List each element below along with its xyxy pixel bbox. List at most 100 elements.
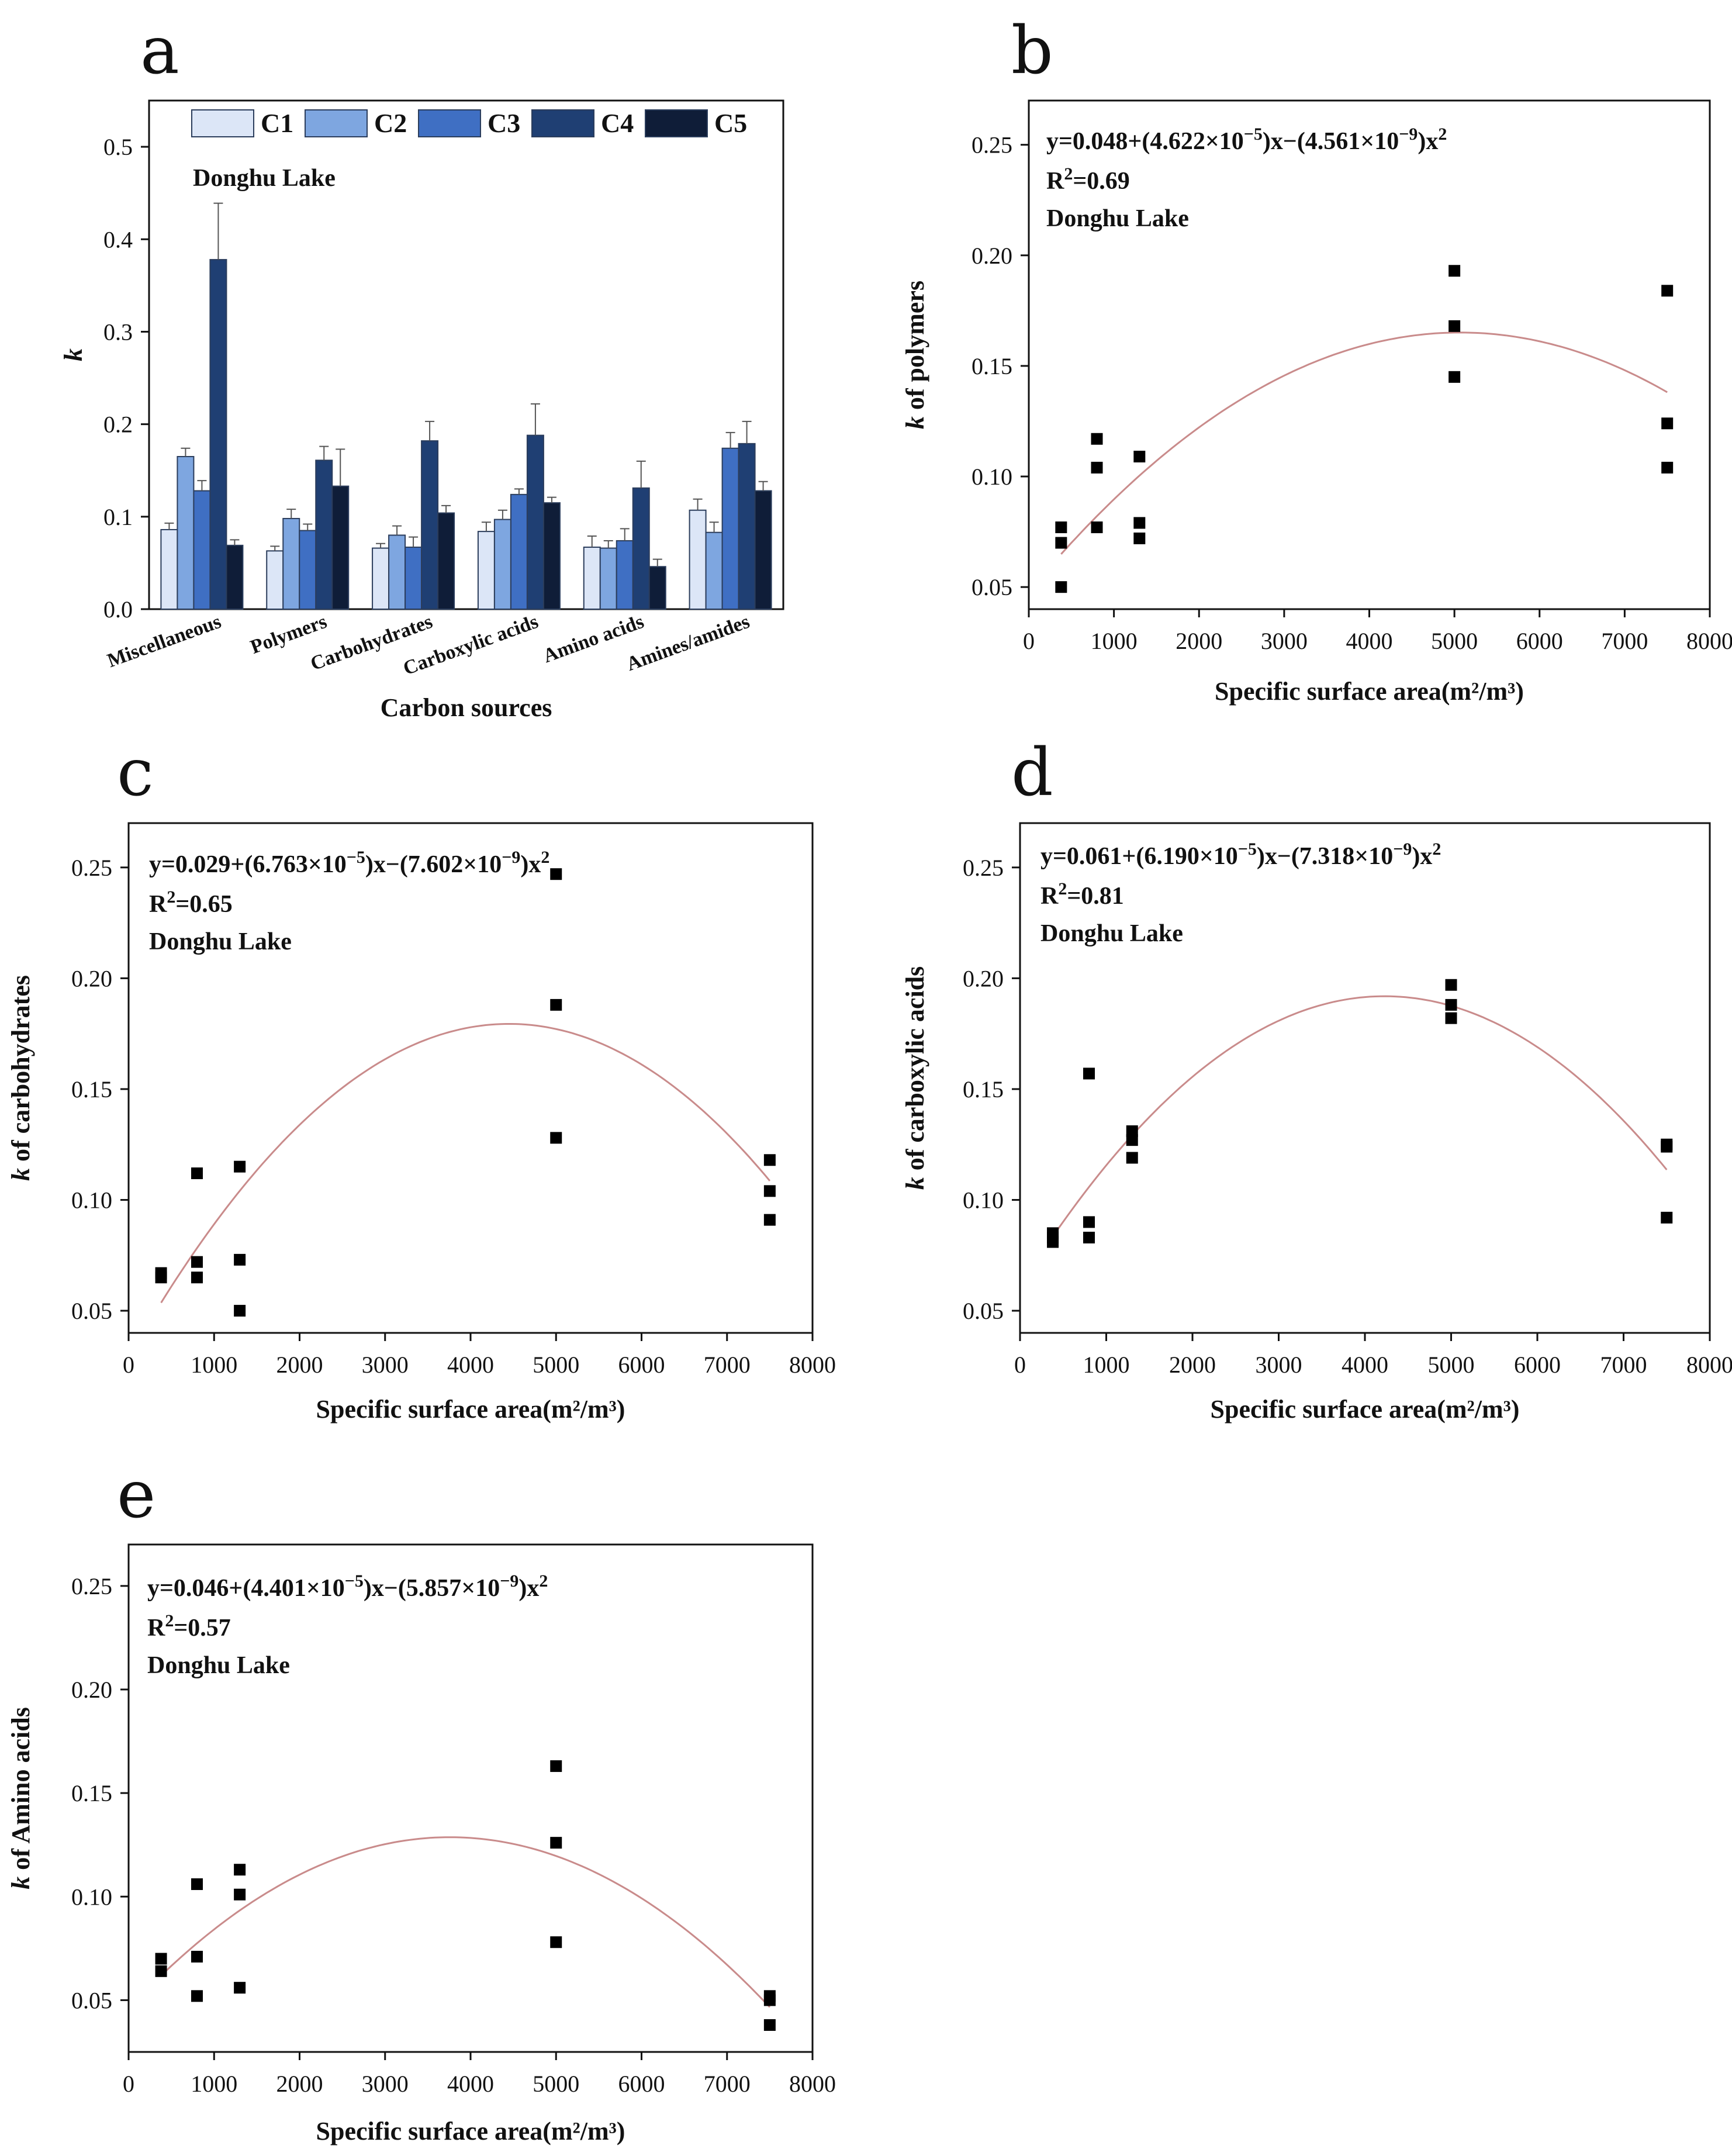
bar-c1	[477, 531, 495, 610]
r2-base: R	[147, 1615, 165, 1642]
data-point	[1126, 1134, 1138, 1146]
data-point	[1133, 532, 1146, 544]
data-point	[234, 1160, 246, 1173]
y-axis-title-k: k	[901, 416, 929, 429]
data-point	[1055, 537, 1067, 549]
bar-c5	[754, 490, 772, 610]
bar-c2	[388, 534, 406, 610]
eq-part: y=0.046+(4.401×10	[147, 1575, 345, 1602]
bar-c3	[510, 493, 528, 610]
r2-rest: =0.57	[174, 1615, 230, 1642]
r2-rest: =0.65	[175, 891, 232, 918]
x-tick-label: 4000	[1346, 628, 1393, 654]
x-tick-label: 6000	[1514, 1352, 1561, 1378]
y-tick-label: 0.05	[972, 574, 1012, 600]
x-tick-label: 6000	[618, 2071, 665, 2097]
bar-c2	[177, 456, 195, 610]
panel-b: b 0 1000 2000 3000 4000 5000 6000 7000 8000 0.05 0.…	[901, 13, 1732, 706]
bar-c2	[282, 517, 300, 610]
x-tick-label: 2000	[276, 2071, 323, 2097]
r2-base: R	[1040, 883, 1059, 910]
eq-part: )x−(7.318×10	[1257, 843, 1393, 870]
data-point	[1126, 1125, 1138, 1137]
x-tick-label: 0	[123, 1352, 134, 1378]
data-point	[1448, 371, 1461, 383]
y-axis-title: k of polymers	[901, 281, 929, 429]
y-tick-label: 0.05	[963, 1298, 1004, 1324]
y-axis-title: k of Amino acids	[6, 1707, 35, 1889]
data-point	[1055, 521, 1067, 534]
x-tick-label: 1000	[1091, 628, 1138, 654]
data-point	[763, 1990, 776, 2002]
y-tick-label: 0.4	[103, 226, 133, 253]
data-point	[1448, 320, 1461, 332]
data-point	[550, 868, 562, 880]
eq-part: )x−(5.857×10	[364, 1575, 500, 1602]
eq-exponent: 2	[539, 1571, 548, 1591]
r2-sup: 2	[167, 887, 175, 907]
x-tick-label: 8000	[1686, 628, 1732, 654]
data-point	[191, 1272, 203, 1284]
panel-e: e 0 1000 2000 3000 4000 5000 6000 7000 8000 0.05 0.…	[6, 1457, 836, 2145]
data-point	[1445, 1012, 1457, 1024]
bar-c5	[648, 566, 666, 610]
category-label: Amines/amides	[624, 611, 752, 675]
data-point	[1445, 979, 1457, 991]
r2-sup: 2	[1064, 164, 1073, 184]
x-tick-label: 3000	[362, 2071, 409, 2097]
bar-c4	[738, 443, 756, 610]
plot-frame	[148, 99, 784, 610]
data-point	[1091, 461, 1103, 474]
x-tick-label: 6000	[1516, 628, 1563, 654]
y-tick-label: 0.10	[71, 1884, 112, 1910]
x-tick-label: 5000	[1428, 1352, 1475, 1378]
y-axis-title: k	[59, 348, 88, 361]
x-axis-title: Specific surface area(m²/m³)	[1215, 677, 1524, 706]
fit-equation: y=0.048+(4.622×10−5)x−(4.561×10−9)x2	[1046, 125, 1447, 155]
fit-curve	[1060, 331, 1668, 555]
data-point	[550, 1760, 562, 1773]
eq-part: y=0.029+(6.763×10	[149, 851, 347, 878]
x-tick-label: 3000	[1261, 628, 1308, 654]
eq-exponent: 2	[541, 848, 549, 867]
bar-c2	[705, 531, 723, 610]
x-tick-label: 5000	[1431, 628, 1478, 654]
y-axis-title-rest: of polymers	[901, 281, 929, 416]
eq-exponent: −9	[1399, 125, 1418, 144]
bar-c4	[315, 459, 333, 610]
y-tick-label: 0.25	[71, 855, 112, 881]
data-point	[191, 1256, 203, 1268]
data-point	[1083, 1216, 1095, 1228]
r2-sup: 2	[1058, 879, 1067, 899]
data-point	[155, 1953, 167, 1965]
eq-part: )x	[1412, 843, 1432, 870]
y-tick-label: 0.20	[972, 243, 1012, 269]
panel-letter-a: a	[140, 13, 179, 89]
x-tick-label: 4000	[447, 2071, 494, 2097]
x-tick-label: 6000	[618, 1352, 665, 1378]
eq-part: )x	[1418, 128, 1438, 155]
bar-c5	[542, 502, 561, 610]
x-tick-label: 4000	[447, 1352, 494, 1378]
fit-curve	[1052, 995, 1668, 1238]
x-tick-label: 5000	[533, 2071, 579, 2097]
data-point	[1047, 1227, 1059, 1239]
y-axis-title-k: k	[6, 1168, 35, 1181]
data-point	[1445, 998, 1457, 1011]
y-tick-label: 0.05	[71, 1987, 112, 2013]
x-tick-label: 8000	[789, 1352, 836, 1378]
eq-part: )x−(4.561×10	[1263, 128, 1399, 155]
data-point	[1126, 1152, 1138, 1164]
x-tick-label: 2000	[1176, 628, 1222, 654]
data-point	[550, 1936, 562, 1948]
eq-part: )x	[520, 851, 541, 878]
data-point	[1091, 521, 1103, 534]
legend-swatch-c2	[305, 109, 368, 137]
x-tick-label: 3000	[1256, 1352, 1302, 1378]
panel-letter-d: d	[1011, 735, 1053, 811]
fit-curve	[160, 1836, 770, 2008]
eq-exponent: −9	[1393, 839, 1412, 859]
eq-part: y=0.048+(4.622×10	[1046, 128, 1244, 155]
fit-equation: y=0.046+(4.401×10−5)x−(5.857×10−9)x2	[147, 1571, 548, 1602]
